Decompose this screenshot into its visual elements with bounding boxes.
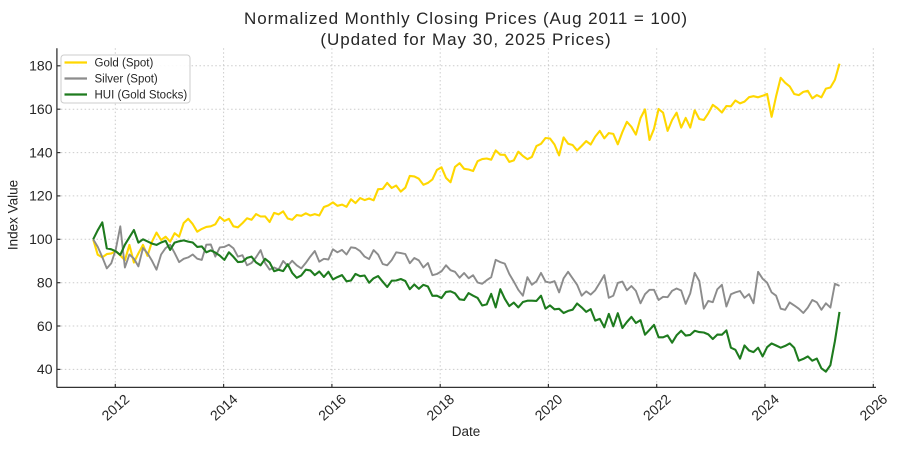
svg-text:Index Value: Index Value: [6, 180, 21, 250]
svg-text:Date: Date: [452, 424, 481, 439]
svg-text:80: 80: [37, 275, 53, 291]
svg-text:Normalized Monthly Closing Pri: Normalized Monthly Closing Prices (Aug 2…: [244, 9, 688, 28]
svg-text:60: 60: [37, 318, 53, 334]
svg-text:2020: 2020: [532, 391, 566, 424]
svg-text:2026: 2026: [856, 391, 890, 424]
svg-text:160: 160: [29, 101, 53, 117]
svg-text:HUI (Gold Stocks): HUI (Gold Stocks): [95, 90, 188, 102]
svg-text:180: 180: [29, 58, 53, 74]
svg-text:100: 100: [29, 231, 53, 247]
svg-text:120: 120: [29, 188, 53, 204]
svg-text:2018: 2018: [423, 391, 457, 424]
svg-text:Silver (Spot): Silver (Spot): [95, 74, 158, 86]
svg-text:(Updated for May 30, 2025 Pric: (Updated for May 30, 2025 Prices): [320, 30, 611, 49]
svg-text:2014: 2014: [207, 391, 241, 424]
svg-text:2024: 2024: [748, 391, 782, 424]
svg-text:140: 140: [29, 144, 53, 160]
svg-text:Gold (Spot): Gold (Spot): [95, 58, 154, 70]
svg-text:2012: 2012: [98, 391, 132, 424]
svg-text:40: 40: [37, 361, 53, 377]
svg-text:2016: 2016: [315, 391, 349, 424]
svg-text:2022: 2022: [640, 391, 674, 424]
